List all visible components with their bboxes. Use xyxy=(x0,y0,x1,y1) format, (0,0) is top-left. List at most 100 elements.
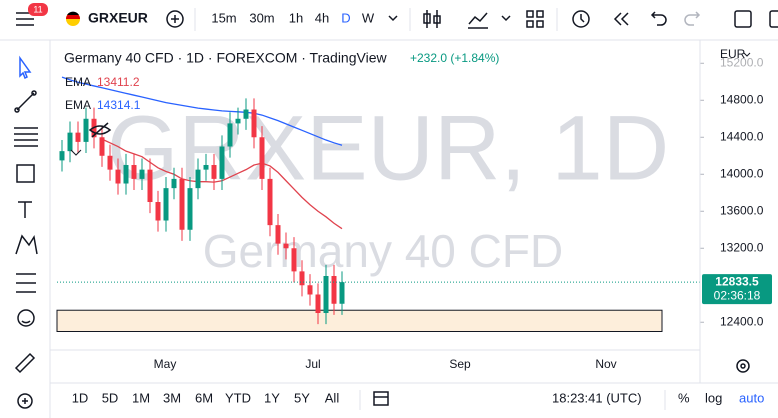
x-tick-label: May xyxy=(154,357,177,371)
measure-tool[interactable] xyxy=(16,273,36,293)
undo-icon[interactable] xyxy=(650,11,667,26)
indicators-icon[interactable] xyxy=(468,12,488,29)
interval[interactable]: W xyxy=(362,10,375,25)
interval[interactable]: D xyxy=(341,10,350,25)
candle-body xyxy=(203,165,209,170)
legend-title: Germany 40 CFD · 1D · FOREXCOM · Trading… xyxy=(64,50,387,66)
percent-toggle[interactable]: % xyxy=(678,390,690,405)
range-button[interactable]: 1M xyxy=(132,390,150,405)
ema-line xyxy=(61,76,343,146)
candles-icon[interactable] xyxy=(423,10,441,28)
auto-toggle[interactable]: auto xyxy=(739,390,764,405)
indicators-dropdown[interactable] xyxy=(501,15,511,22)
flag-black xyxy=(67,11,79,15)
countdown: 02:36:18 xyxy=(714,288,761,302)
watermark: GRXEUR, 1D xyxy=(107,97,669,199)
candle-body xyxy=(115,169,121,184)
pattern-tool[interactable] xyxy=(16,164,35,183)
candle-body xyxy=(195,169,201,189)
candle-body xyxy=(291,248,297,272)
price-label-bg xyxy=(702,274,772,305)
text-tool[interactable] xyxy=(18,201,32,218)
log-toggle[interactable]: log xyxy=(705,390,722,405)
x-tick-label: Sep xyxy=(449,357,471,371)
range-button[interactable]: YTD xyxy=(225,390,251,405)
legend-collapse[interactable] xyxy=(70,149,82,156)
range-button[interactable]: 1D xyxy=(72,390,89,405)
candle-body xyxy=(235,118,241,124)
candle-body xyxy=(171,178,177,189)
x-tick-label: Nov xyxy=(595,357,616,371)
candle-body xyxy=(59,151,65,161)
candle-body xyxy=(315,294,321,314)
range-button[interactable]: 3M xyxy=(163,390,181,405)
badge-count: 11 xyxy=(33,4,42,14)
range-button[interactable]: 1Y xyxy=(264,390,280,405)
symbol[interactable]: GRXEUR xyxy=(88,10,148,26)
candle-body xyxy=(131,165,137,179)
candle-body xyxy=(219,146,225,179)
replay-icon[interactable] xyxy=(613,12,629,26)
watermark: Germany 40 CFD xyxy=(203,225,563,277)
interval[interactable]: 4h xyxy=(315,10,329,25)
trendline-tool[interactable] xyxy=(14,90,37,113)
candle-body xyxy=(259,137,265,179)
candle-body xyxy=(331,276,337,304)
x-tick-label: Jul xyxy=(305,357,320,371)
range-button[interactable]: 6M xyxy=(195,390,213,405)
range-button[interactable]: 5D xyxy=(102,390,119,405)
cursor-tool[interactable] xyxy=(19,55,32,80)
candle-body xyxy=(163,188,169,221)
candle-body xyxy=(179,178,185,230)
date-range-icon[interactable] xyxy=(373,391,389,406)
range-button[interactable]: 5Y xyxy=(294,390,310,405)
zoom-tool[interactable] xyxy=(17,393,33,409)
ruler-tool[interactable] xyxy=(14,352,36,374)
range-button[interactable]: All xyxy=(325,390,340,405)
y-tick-label: 13200.0 xyxy=(720,240,764,254)
candle-body xyxy=(299,271,305,286)
candle-body xyxy=(139,169,145,179)
legend-value: 13411.2 xyxy=(97,75,140,89)
interval[interactable]: 1h xyxy=(289,10,303,25)
interval[interactable]: 30m xyxy=(249,10,274,25)
candle-body xyxy=(283,243,289,249)
currency-dropdown[interactable] xyxy=(743,52,751,57)
y-tick-label: 12400.0 xyxy=(720,314,764,328)
candle-body xyxy=(251,109,257,138)
add-plus xyxy=(171,15,179,23)
interval-dropdown[interactable] xyxy=(388,15,398,22)
legend-name: EMA xyxy=(65,75,91,89)
legend-change: +232.0 (+1.84%) xyxy=(410,51,499,65)
y-tick-label: 14000.0 xyxy=(720,166,764,180)
legend-name: EMA xyxy=(65,98,91,112)
candle-body xyxy=(307,285,313,295)
currency[interactable]: EUR xyxy=(720,47,746,61)
candle-body xyxy=(107,155,113,170)
hide-icon[interactable] xyxy=(88,122,112,138)
alert-icon[interactable] xyxy=(572,10,590,28)
layout-icon[interactable] xyxy=(526,10,544,28)
candle-body xyxy=(211,165,217,179)
redo-icon[interactable] xyxy=(684,11,701,26)
settings-icon[interactable] xyxy=(736,359,750,373)
interval[interactable]: 15m xyxy=(211,10,236,25)
candle-body xyxy=(99,137,105,156)
more-icon[interactable] xyxy=(769,10,778,28)
y-tick-label: 15200.0 xyxy=(720,55,764,69)
candle-body xyxy=(267,178,273,226)
fib-tool[interactable] xyxy=(14,127,38,147)
candle-body xyxy=(123,165,129,184)
add-symbol[interactable] xyxy=(166,10,184,28)
fullscreen-icon[interactable] xyxy=(734,10,752,28)
emoji-tool[interactable] xyxy=(17,309,35,327)
clock[interactable]: 18:23:41 (UTC) xyxy=(552,390,642,405)
candle-body xyxy=(227,123,233,147)
candle-body xyxy=(275,225,281,244)
badge xyxy=(28,3,48,16)
support-zone xyxy=(56,309,663,333)
candle-body xyxy=(243,109,249,119)
shapes-tool[interactable] xyxy=(15,234,38,255)
